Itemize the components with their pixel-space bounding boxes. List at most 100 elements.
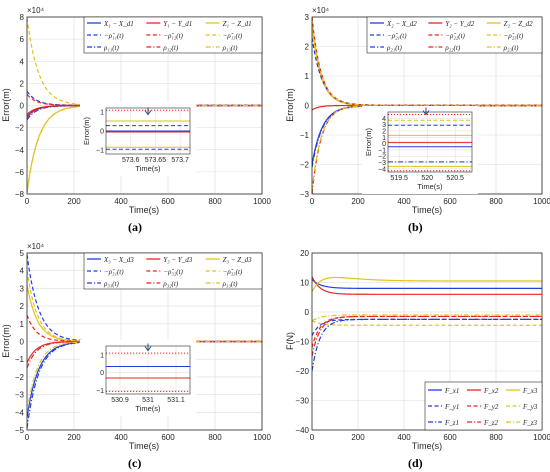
panel-a-caption: (a) — [128, 220, 142, 234]
y-tick-label: 0 — [20, 102, 25, 111]
y-tick-label: −20 — [295, 367, 309, 376]
panel-c: 0 200 400 600 800 1000 −5 −4 −3 −2 −1 0 1 2 3 4 5 Time(s)… — [1, 242, 271, 451]
inset-x-tick-label: 573.7 — [171, 157, 189, 164]
legend-entry: ρ₂₃(t) — [503, 44, 520, 52]
y-tick-label: 1 — [20, 320, 25, 329]
y-tick-label: 5 — [20, 249, 25, 258]
x-tick-label: 600 — [443, 433, 457, 442]
legend-entry: ρ₂₁(t) — [386, 44, 403, 52]
legend-entry: F_z3 — [522, 419, 538, 427]
x-tick-label: 0 — [310, 433, 315, 442]
y-tick-label: 2 — [305, 43, 310, 52]
inset-x-tick-label: 519.5 — [390, 175, 408, 182]
legend: X₃ − X_d3 Y₃ − Y_d3 Z₃ − Z_d3 −ρ̂₃₁(t) −ρ̂₃₂… — [83, 252, 263, 290]
y-tick-label: 20 — [300, 249, 309, 258]
series-line — [27, 284, 262, 343]
series-line — [312, 314, 542, 322]
x-tick-label: 600 — [161, 433, 175, 442]
x-tick-label: 800 — [489, 433, 503, 442]
y-tick-label: 3 — [305, 13, 310, 22]
y-axis-label: Error(m) — [285, 88, 295, 122]
inset-x-tick-label: 531.1 — [167, 397, 185, 404]
y-tick-label: 4 — [20, 267, 25, 276]
y-tick-label: 2 — [20, 79, 25, 88]
y-tick-label: −30 — [295, 397, 309, 406]
y-axis-label: F(N) — [285, 332, 295, 350]
series-line — [312, 276, 542, 295]
series-group — [312, 276, 542, 372]
x-axis-label: Time(s) — [129, 441, 159, 451]
inset-y-tick-label: 0 — [100, 129, 104, 136]
x-tick-label: 400 — [114, 433, 128, 442]
x-tick-label: 200 — [351, 197, 365, 206]
x-tick-label: 800 — [208, 433, 222, 442]
y-axis-label: Error(m) — [1, 88, 11, 122]
y-tick-label: −5 — [15, 426, 25, 435]
inset-x-axis-label: Time(s) — [417, 182, 443, 191]
inset-pointer-arrow-icon — [144, 346, 152, 352]
inset-y-tick-label: 0 — [100, 370, 104, 377]
legend-entry: Y₃ − Y_d3 — [163, 256, 192, 264]
inset-pointer-arrow-icon — [422, 110, 430, 116]
axis-exponent: ×10⁴ — [27, 6, 45, 15]
y-tick-label: −1 — [15, 355, 25, 364]
legend: F_x1 F_x2 F_x3 F_y1 F_y2 F_y3 F_z1 F_z2 F_z3 — [424, 381, 543, 431]
y-tick-label: 1 — [305, 72, 310, 81]
inset-y-axis-label: Error(m) — [82, 117, 91, 145]
inset-x-tick-label: 520.5 — [446, 175, 464, 182]
y-tick-label: −1 — [300, 131, 310, 140]
series-line — [312, 19, 542, 106]
legend-entry: F_z2 — [483, 419, 499, 427]
x-tick-label: 1000 — [533, 433, 550, 442]
legend-entry: X₁ − X_d1 — [103, 20, 134, 28]
inset-y-tick-label: −2 — [378, 154, 386, 161]
y-tick-label: −10 — [295, 338, 309, 347]
legend-entry: ρ₃₂(t) — [162, 280, 179, 288]
inset-y-tick-label: −1 — [378, 147, 386, 154]
legend-entry: Z₁ − Z_d1 — [223, 20, 252, 28]
y-tick-label: 0 — [305, 308, 310, 317]
legend-entry: −ρ̂₁₂(t) — [163, 32, 183, 40]
y-tick-label: −2 — [15, 124, 25, 133]
inset-y-tick-label: −4 — [378, 166, 386, 173]
series-line — [312, 318, 542, 372]
series-line — [312, 320, 542, 326]
legend-entry: ρ₂₂(t) — [444, 44, 461, 52]
legend-entry: F_x1 — [444, 387, 459, 395]
inset-x-tick-label: 530.9 — [111, 397, 129, 404]
y-tick-label: 10 — [300, 279, 309, 288]
inset-y-tick-label: −1 — [96, 388, 104, 395]
x-tick-label: 200 — [351, 433, 365, 442]
x-axis-label: Time(s) — [412, 205, 442, 215]
x-tick-label: 400 — [114, 197, 128, 206]
x-tick-label: 0 — [25, 433, 30, 442]
panel-a: 0 200 400 600 800 1000 −8 −6 −4 −2 0 2 4 6 8 Time(s) Err… — [1, 6, 271, 215]
y-tick-label: −4 — [15, 408, 25, 417]
legend: X₁ − X_d1 Y₁ − Y_d1 Z₁ − Z_d1 −ρ̂₁₁(t) −ρ̂₁₂… — [83, 16, 263, 54]
x-tick-label: 200 — [67, 197, 81, 206]
inset-y-tick-label: 4 — [382, 116, 386, 123]
axis-exponent: ×10⁴ — [27, 242, 45, 251]
inset-y-tick-label: 1 — [100, 109, 104, 116]
inset-x-axis-label: Time(s) — [135, 404, 161, 413]
panel-d: 0 200 400 600 800 1000 −40 −30 −20 −10 0 10 20 Time(s… — [285, 249, 550, 451]
x-tick-label: 800 — [489, 197, 503, 206]
y-axis-label: Error(m) — [1, 324, 11, 358]
inset-y-tick-label: 2 — [382, 128, 386, 135]
series-line — [312, 315, 542, 357]
inset-x-tick-label: 520 — [421, 175, 433, 182]
legend-box — [83, 16, 263, 54]
legend-entry: Y₂ − Y_d2 — [445, 20, 474, 28]
x-axis-label: Time(s) — [412, 441, 442, 451]
legend-entry: −ρ̂₁₃(t) — [223, 32, 243, 40]
legend-box — [424, 381, 543, 431]
legend-entry: ρ₃₁(t) — [103, 280, 120, 288]
legend-entry: −ρ̂₂₂(t) — [445, 32, 465, 40]
inset: 573.6 573.65 573.7 −1 0 1 Time(s) Error(m) — [80, 102, 196, 176]
legend-entry: ρ₃₃(t) — [222, 280, 239, 288]
panel-d-caption: (d) — [408, 456, 423, 470]
legend-entry: −ρ̂₂₃(t) — [504, 32, 524, 40]
inset-y-tick-label: 3 — [382, 122, 386, 129]
inset-x-axis-label: Time(s) — [135, 164, 161, 173]
y-tick-label: −6 — [15, 168, 25, 177]
